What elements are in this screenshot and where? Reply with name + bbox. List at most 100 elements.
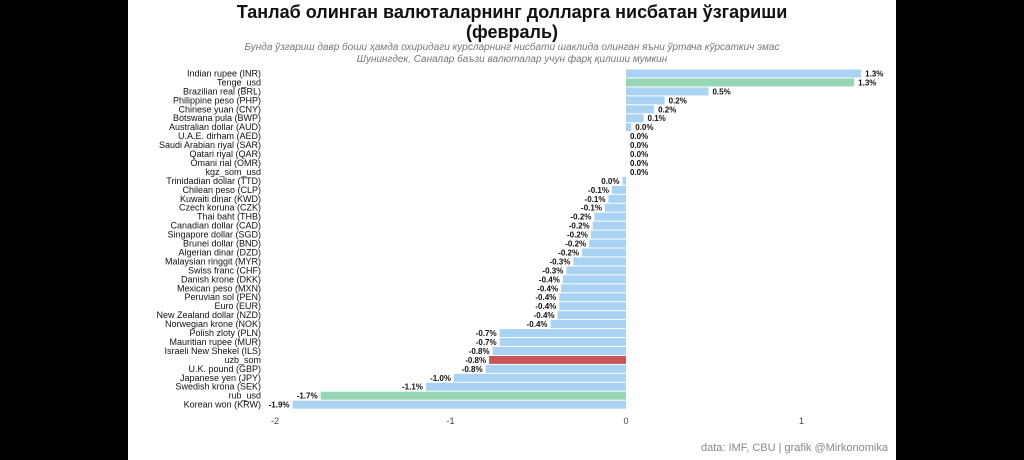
x-tick-label: -1 [446,416,454,426]
chart-panel: Танлаб олинган валюталарнинг долларга ни… [128,0,896,460]
bar [499,338,626,346]
data-label: 1.3% [865,69,883,78]
category-label: Kuwaiti dinar (KWD) [180,194,261,204]
category-label: Thai baht (THB) [197,212,261,222]
category-label: Czech koruna (CZK) [179,203,261,213]
data-label: -0.4% [535,302,556,311]
data-label: -0.2% [558,248,579,257]
category-label: Polish zloty (PLN) [189,328,261,338]
category-label: New Zealand dollar (NZD) [156,310,261,320]
data-label: 0.0% [630,132,648,141]
bar [626,87,709,96]
category-label: Saudi Arabian riyal (SAR) [159,140,261,150]
x-tick-label: 1 [799,416,804,426]
data-label: -0.8% [462,365,483,374]
category-label: Chilean peso (CLP) [182,185,261,195]
bar [604,203,626,212]
category-label: Canadian dollar (CAD) [170,221,261,231]
category-label: Swiss franc (CHF) [188,265,261,275]
bar [582,248,626,257]
data-label: -0.7% [476,338,497,347]
category-label: uzb_som [224,355,261,365]
bar [566,266,626,275]
category-label: Qatari riyal (QAR) [189,149,261,159]
data-label: 0.0% [630,141,648,150]
category-label: Philippine peso (PHP) [173,95,261,105]
category-label: Swedish krona (SEK) [175,382,261,392]
data-label: -0.4% [527,320,548,329]
x-tick-label: 0 [623,416,628,426]
category-label: Mauritian rupee (MUR) [169,337,261,347]
category-label: Brazilian real (BRL) [183,86,261,96]
bar [592,221,626,230]
bar [626,69,862,78]
bar [425,382,626,391]
data-label: -0.4% [537,284,558,293]
bar [626,78,855,87]
data-label: 0.1% [648,114,666,123]
category-label: Japanese yen (JPY) [180,373,261,383]
category-label: Chinese yuan (CNY) [178,104,261,114]
bar [499,329,626,338]
bar [320,391,626,400]
data-label: -0.1% [585,195,606,204]
bar [550,320,626,329]
data-label: 0.0% [630,150,648,159]
data-label: -1.1% [402,383,423,392]
category-label: Korean won (KRW) [184,400,261,410]
category-label: Trinidadian dollar (TTD) [166,176,261,186]
category-label: Singapore dollar (SGD) [167,230,261,240]
bar [562,275,626,284]
chart-title: Танлаб олинган валюталарнинг долларга ни… [128,2,896,42]
category-label: rub_usd [228,391,261,401]
data-label: -0.4% [539,275,560,284]
category-label: Malaysian ringgit (MYR) [165,256,261,266]
chart-subtitle: Бунда ўзгариш давр боши ҳамда охиридаги … [128,42,896,66]
data-label: -0.4% [535,293,556,302]
bar [489,355,626,364]
data-label: -0.2% [565,240,586,249]
category-label: Mexican peso (MXN) [177,283,261,293]
chart-title-line-1: Танлаб олинган валюталарнинг долларга ни… [236,2,788,22]
data-label: 0.5% [712,87,730,96]
bar [292,400,626,409]
category-label: Euro (EUR) [214,301,261,311]
category-label: Australian dollar (AUD) [169,122,261,132]
bar [492,346,626,355]
chart-subtitle-line-2: Шунингдек, Саналар баъзи валюталар учун … [356,54,668,65]
data-label: 0.2% [669,96,687,105]
category-label: U.K. pound (GBP) [188,364,261,374]
bar [622,176,626,185]
bar [559,302,626,311]
bar [454,373,626,382]
chart-subtitle-line-1: Бунда ўзгариш давр боши ҳамда охиридаги … [244,42,780,53]
data-label: -0.2% [569,222,590,231]
data-label: -0.1% [581,204,602,213]
category-label: Danish krone (DKK) [181,274,261,284]
data-label: 1.3% [858,78,876,87]
category-label: Peruvian sol (PEN) [184,292,261,302]
data-label: 0.0% [630,159,648,168]
data-label: -1.7% [297,392,318,401]
category-label: Brunei dollar (BND) [183,239,261,249]
bar [626,96,665,105]
source-note: data: IMF, CBU | grafik @Mirkonomika [700,442,888,454]
bar [559,293,626,302]
data-label: -1.0% [430,374,451,383]
data-label: -0.7% [476,329,497,338]
data-label: -0.8% [465,356,486,365]
bar [594,212,626,221]
data-label: -1.9% [269,401,290,410]
bar [589,239,626,248]
category-label: Algerian dinar (DZD) [178,247,261,257]
category-label: kgz_som_usd [205,167,261,177]
data-label: 0.0% [601,177,619,186]
data-label: -0.1% [588,186,609,195]
data-label: -0.3% [549,257,570,266]
data-label: -0.3% [542,266,563,275]
category-label: Norwegian krone (NOK) [165,319,261,329]
category-label: Omani rial (OMR) [190,158,261,168]
bar [611,185,626,194]
bar [626,114,644,123]
data-label: 0.0% [635,123,653,132]
